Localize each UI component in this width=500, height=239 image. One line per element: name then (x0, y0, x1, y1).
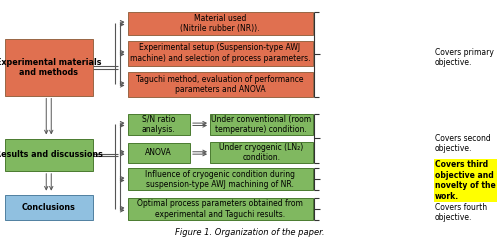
FancyBboxPatch shape (128, 198, 312, 220)
Text: Optimal process parameters obtained from
experimental and Taguchi results.: Optimal process parameters obtained from… (137, 199, 303, 219)
Text: S/N ratio
analysis.: S/N ratio analysis. (142, 114, 176, 134)
FancyBboxPatch shape (128, 143, 190, 163)
FancyBboxPatch shape (210, 142, 312, 163)
FancyBboxPatch shape (5, 139, 92, 171)
FancyBboxPatch shape (128, 114, 190, 135)
Text: Covers fourth
objective.: Covers fourth objective. (435, 203, 487, 223)
Text: Covers primary
objective.: Covers primary objective. (435, 48, 494, 67)
Text: ANOVA: ANOVA (146, 148, 172, 158)
Text: Taguchi method, evaluation of performance
parameters and ANOVA: Taguchi method, evaluation of performanc… (136, 75, 304, 94)
Text: Conclusions: Conclusions (22, 203, 76, 212)
Text: Under conventional (room
temperature) condition.: Under conventional (room temperature) co… (211, 114, 312, 134)
Text: Covers second
objective.: Covers second objective. (435, 134, 491, 153)
FancyBboxPatch shape (128, 12, 312, 35)
Text: Covers third
objective and
novelty of the
work.: Covers third objective and novelty of th… (435, 160, 496, 201)
Text: Material used
(Nitrile rubber (NR)).: Material used (Nitrile rubber (NR)). (180, 14, 260, 33)
FancyBboxPatch shape (128, 72, 312, 97)
Text: Experimental setup (Suspension-type AWJ
machine) and selection of process parame: Experimental setup (Suspension-type AWJ … (130, 43, 310, 63)
FancyBboxPatch shape (210, 114, 312, 135)
Text: Results and discussions: Results and discussions (0, 150, 102, 159)
Text: Influence of cryogenic condition during
suspension-type AWJ machining of NR.: Influence of cryogenic condition during … (145, 169, 295, 189)
FancyBboxPatch shape (5, 39, 92, 96)
Text: Experimental materials
and methods: Experimental materials and methods (0, 58, 102, 77)
Text: Figure 1. Organization of the paper.: Figure 1. Organization of the paper. (176, 228, 325, 237)
Text: Under cryogenic (LN₂)
condition.: Under cryogenic (LN₂) condition. (219, 143, 304, 162)
FancyBboxPatch shape (128, 41, 312, 66)
FancyBboxPatch shape (128, 168, 312, 190)
FancyBboxPatch shape (5, 195, 92, 220)
